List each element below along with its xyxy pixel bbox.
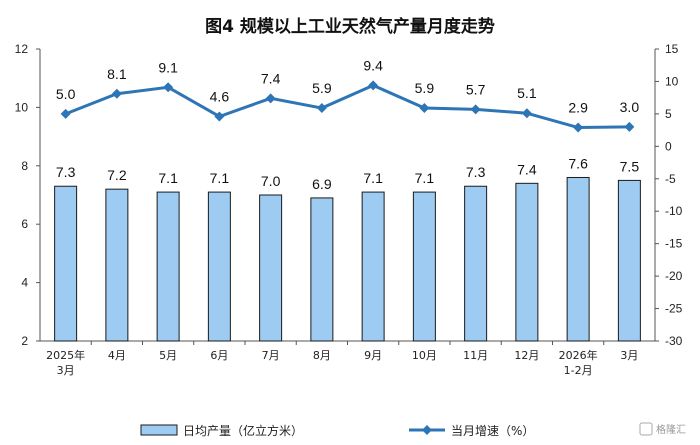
bar [464, 185, 488, 342]
y-right-tick-label: 10 [665, 74, 679, 88]
line-value-label: 5.0 [56, 86, 76, 102]
line-value-label: 9.4 [363, 57, 383, 73]
line-marker [316, 103, 327, 114]
line-value-label: 7.4 [261, 70, 281, 86]
legend-line-label: 当月增速（%） [451, 424, 534, 438]
x-tick-label: 1-2月 [564, 364, 593, 377]
bar-value-label: 7.0 [261, 173, 281, 189]
bar [412, 191, 436, 342]
bar-value-label: 6.9 [312, 176, 332, 192]
data-labels: 7.3 7.2 7.1 7.1 7.0 6.9 7.1 7.1 7.3 7.4 7.6 7.5 5.0 8… [56, 57, 639, 192]
x-tick-label: 3月 [620, 349, 638, 362]
y-left-tick-label: 12 [15, 42, 29, 56]
legend-bar-label: 日均产量（亿立方米） [183, 423, 303, 438]
bar [617, 179, 641, 342]
line-value-label: 5.9 [312, 80, 332, 96]
chart-title: 图4 规模以上工业天然气产量月度走势 [205, 16, 495, 37]
bar [361, 191, 385, 342]
line-marker [111, 88, 122, 99]
line-marker [368, 80, 379, 91]
bar-value-label: 7.1 [415, 170, 435, 186]
x-tick-label: 4月 [108, 349, 126, 362]
x-tick-label: 5月 [159, 349, 177, 362]
bar [156, 191, 180, 342]
line-value-label: 5.7 [466, 81, 486, 97]
bar [310, 197, 334, 342]
line-marker [419, 103, 430, 114]
y-left-tick-label: 10 [15, 100, 29, 114]
bar-value-label: 7.3 [466, 164, 486, 180]
watermark: 格隆汇 [639, 422, 686, 436]
y-left-tick-label: 8 [21, 159, 28, 173]
y-left-tick-label: 4 [21, 276, 28, 290]
y-right-tick-label: -15 [665, 237, 683, 251]
bar-series [54, 176, 641, 342]
y-right-tick-label: 0 [665, 139, 672, 153]
bar [515, 182, 539, 342]
x-tick-label: 2025年 [46, 348, 85, 362]
line-marker [163, 82, 174, 93]
bar [105, 188, 129, 342]
line-value-label: 5.9 [415, 80, 435, 96]
line-value-label: 3.0 [620, 99, 640, 115]
x-tick-label: 3月 [57, 364, 75, 377]
bar-value-label: 7.4 [517, 161, 537, 177]
x-tick-label: 2026年 [559, 348, 598, 362]
x-tick-label: 8月 [313, 349, 331, 362]
line-marker [470, 104, 481, 115]
legend-line-marker [422, 425, 432, 435]
line-value-label: 9.1 [158, 59, 178, 75]
bar [566, 176, 590, 342]
line-value-label: 5.1 [517, 85, 537, 101]
line-marker [624, 121, 635, 132]
line-path [65, 83, 630, 130]
y-right-tick-label: -5 [665, 172, 676, 186]
y-right-tick-label: -25 [665, 302, 683, 316]
line-value-label: 4.6 [210, 88, 230, 104]
line-marker [573, 122, 584, 133]
legend-bar-swatch [140, 424, 178, 436]
y-right-tick-label: 5 [665, 107, 672, 121]
legend: 日均产量（亿立方米） 当月增速（%） [140, 423, 534, 438]
line-marker [521, 108, 532, 119]
y-left-tick-label: 2 [21, 334, 28, 348]
bar [54, 185, 78, 342]
bar [259, 194, 283, 342]
watermark-logo-icon [639, 422, 653, 436]
y-right-tick-label: -20 [665, 269, 683, 283]
x-tick-label: 10月 [412, 349, 437, 362]
x-tick-label: 11月 [463, 349, 488, 362]
x-tick-label: 6月 [210, 349, 228, 362]
y-right-tick-label: -10 [665, 204, 683, 218]
watermark-text: 格隆汇 [656, 423, 686, 436]
bar-value-label: 7.1 [363, 170, 383, 186]
bar-value-label: 7.1 [210, 170, 230, 186]
line-value-label: 2.9 [568, 100, 588, 116]
bar-value-label: 7.6 [568, 155, 588, 171]
bar-value-label: 7.5 [620, 158, 640, 174]
line-marker [265, 93, 276, 104]
axes: 2 4 6 8 10 12 -30 -25 -20 -15 -10 -5 0 5 10 15 2025年 3月 4月… [15, 42, 683, 377]
bar-value-label: 7.1 [158, 170, 178, 186]
line-marker [60, 108, 71, 119]
line-series [60, 80, 635, 133]
x-tick-label: 12月 [514, 349, 539, 362]
y-left-tick-label: 6 [21, 217, 28, 231]
y-right-tick-label: -30 [665, 334, 683, 348]
bar-value-label: 7.2 [107, 167, 127, 183]
x-tick-label: 7月 [262, 349, 280, 362]
line-marker [214, 111, 225, 122]
x-tick-label: 9月 [364, 349, 382, 362]
y-right-tick-label: 15 [665, 42, 679, 56]
line-value-label: 8.1 [107, 66, 127, 82]
bar [207, 191, 231, 342]
bar-value-label: 7.3 [56, 164, 76, 180]
